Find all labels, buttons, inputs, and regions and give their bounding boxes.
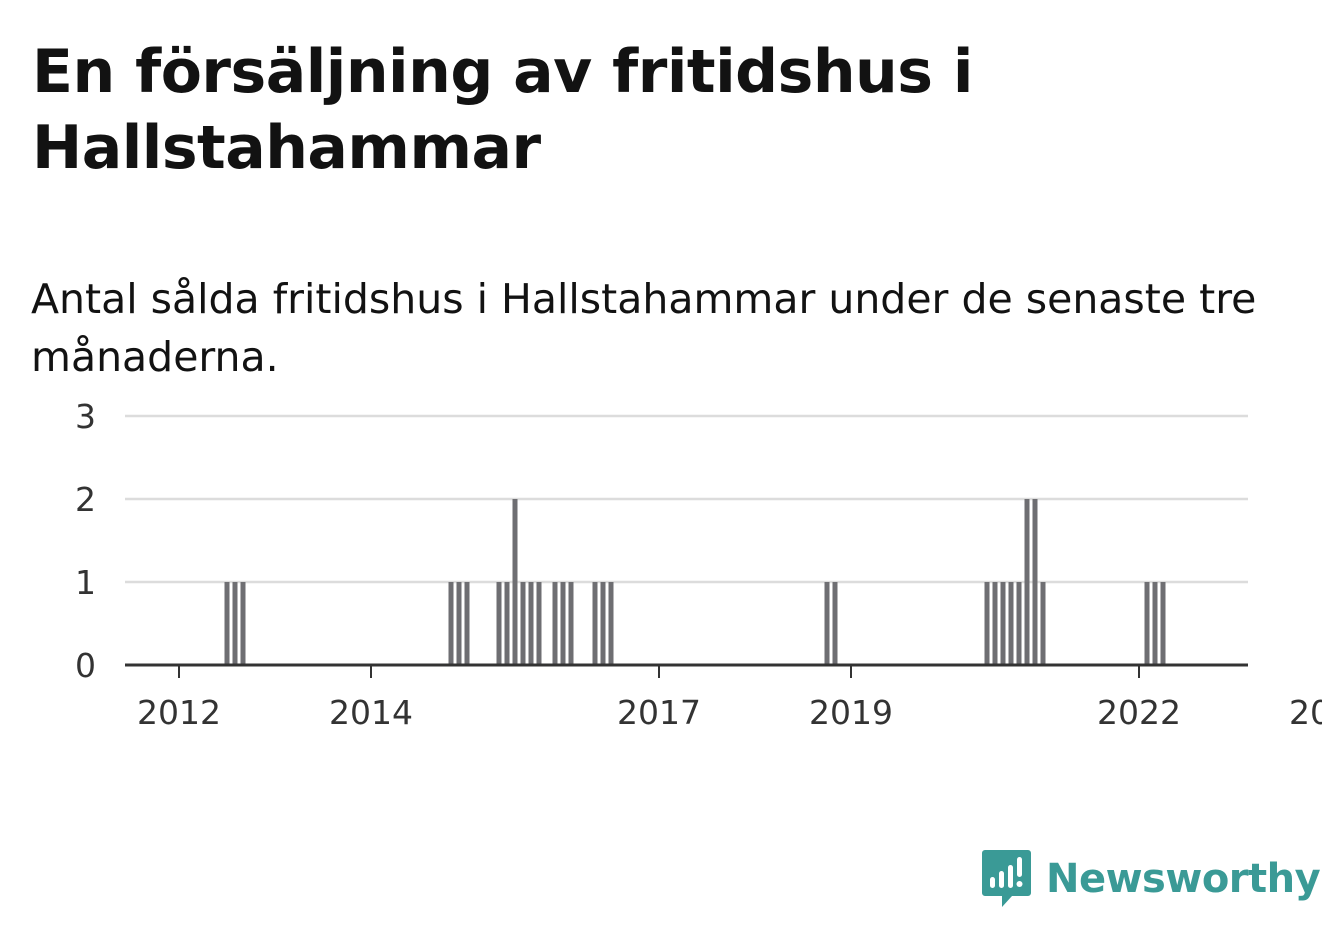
bar: [512, 499, 518, 665]
bar: [1008, 582, 1014, 665]
bar: [504, 582, 510, 665]
x-tick-label: 2017: [617, 693, 701, 732]
x-axis-ticks: 2012 2014 2017 2019 2022 2024: [137, 665, 1322, 732]
y-tick-label: 1: [75, 563, 96, 602]
bar: [608, 582, 614, 665]
y-axis-ticks: 0 1 2 3: [75, 397, 96, 685]
chart-subtitle: Antal sålda fritidshus i Hallstahammar u…: [31, 275, 1257, 381]
bar: [984, 582, 990, 665]
bar: [568, 582, 574, 665]
x-tick-label: 2012: [137, 693, 221, 732]
bar: [528, 582, 534, 665]
bars: [224, 499, 1166, 665]
newsworthy-icon: [982, 850, 1031, 907]
bar: [1000, 582, 1006, 665]
bar: [232, 582, 238, 665]
y-tick-label: 0: [75, 646, 96, 685]
bar: [240, 582, 246, 665]
bar: [536, 582, 542, 665]
bar: [552, 582, 558, 665]
bar: [1160, 582, 1166, 665]
bar: [448, 582, 454, 665]
bar: [1040, 582, 1046, 665]
bar: [992, 582, 998, 665]
bar: [456, 582, 462, 665]
y-tick-label: 2: [75, 480, 96, 519]
bar: [1032, 499, 1038, 665]
bar: [560, 582, 566, 665]
bar: [1144, 582, 1150, 665]
bar-chart: 0 1 2 3 2012 2014 2017 2019 2022 2024 1: [75, 397, 1322, 732]
newsworthy-logo: Newsworthy: [982, 849, 1321, 909]
x-tick-label: 2022: [1097, 693, 1181, 732]
bar: [224, 582, 230, 665]
bar: [496, 582, 502, 665]
bar: [600, 582, 606, 665]
chart-title: En försäljning av fritidshus i Hallstaha…: [32, 37, 973, 183]
x-tick-label: 2014: [329, 693, 413, 732]
bar: [824, 582, 830, 665]
bar: [1024, 499, 1030, 665]
bar: [520, 582, 526, 665]
bar: [1152, 582, 1158, 665]
brand-name: Newsworthy: [1046, 856, 1321, 902]
gridlines: [125, 414, 1248, 584]
y-tick-label: 3: [75, 397, 96, 436]
bar: [464, 582, 470, 665]
bar: [1016, 582, 1022, 665]
x-tick-label: 2024: [1289, 693, 1322, 732]
bar: [592, 582, 598, 665]
x-tick-label: 2019: [809, 693, 893, 732]
bar: [832, 582, 838, 665]
